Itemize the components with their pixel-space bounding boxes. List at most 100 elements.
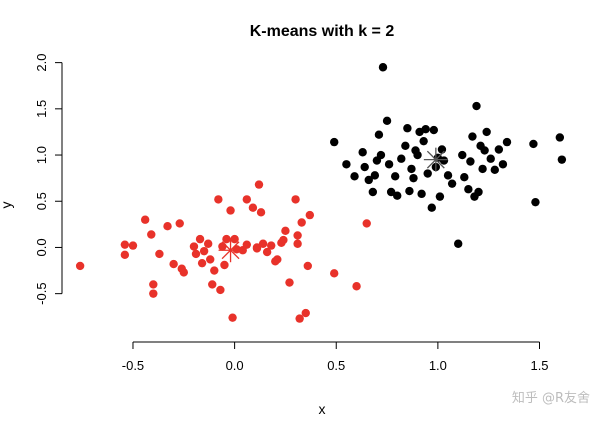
- black-cluster-point: [439, 156, 449, 165]
- black-cluster-point: [482, 127, 491, 137]
- red-cluster-point: [362, 219, 371, 228]
- black-cluster-point: [407, 164, 416, 174]
- black-cluster-point: [454, 239, 463, 248]
- x-tick-label: 0.5: [327, 358, 345, 373]
- black-cluster-point: [376, 150, 386, 160]
- black-cluster-point: [397, 154, 406, 163]
- black-cluster-point: [478, 164, 487, 174]
- red-cluster-point: [163, 221, 172, 231]
- red-cluster-point: [199, 246, 209, 256]
- red-cluster-point: [242, 240, 252, 249]
- x-tick-label: 1.5: [530, 358, 548, 373]
- red-cluster-point: [291, 195, 300, 204]
- data-points: [75, 63, 567, 323]
- black-cluster-point: [413, 150, 422, 160]
- black-cluster-point: [364, 175, 373, 185]
- black-cluster-point: [421, 124, 430, 134]
- red-cluster-point: [75, 261, 85, 271]
- red-cluster-point: [295, 314, 304, 323]
- x-axis-label: x: [319, 401, 326, 417]
- red-cluster-point: [273, 255, 282, 264]
- black-cluster-point: [405, 186, 414, 196]
- black-cluster-point: [370, 171, 380, 180]
- red-cluster-point: [203, 239, 213, 248]
- y-tick-label: 0.5: [34, 192, 49, 210]
- black-cluster-point: [417, 189, 426, 199]
- black-cluster-point: [480, 146, 489, 155]
- black-cluster-point: [531, 197, 540, 207]
- black-cluster-point: [386, 187, 396, 197]
- red-cluster-point: [293, 231, 302, 240]
- black-cluster-point: [368, 187, 378, 197]
- black-cluster-point: [466, 157, 475, 166]
- red-cluster-point: [140, 215, 150, 224]
- black-cluster-point: [360, 162, 369, 172]
- black-cluster-point: [443, 171, 453, 180]
- black-cluster-point: [557, 155, 567, 164]
- x-tick-label: -0.5: [122, 358, 144, 373]
- red-cluster-point: [279, 235, 288, 245]
- red-cluster-point: [210, 266, 219, 275]
- black-cluster-point: [342, 160, 351, 169]
- black-cluster-point: [494, 145, 504, 154]
- red-cluster-point: [256, 208, 266, 217]
- red-cluster-point: [169, 259, 178, 269]
- black-cluster-point: [437, 145, 447, 154]
- red-cluster-point: [189, 242, 199, 251]
- red-cluster-point: [206, 255, 215, 264]
- black-cluster-center: [423, 147, 448, 172]
- red-cluster-point: [197, 258, 207, 268]
- black-cluster-point: [409, 173, 418, 183]
- black-cluster-point: [350, 172, 359, 181]
- watermark: 知乎 @R友舍: [512, 390, 590, 406]
- red-cluster-point: [175, 219, 184, 228]
- red-cluster-point: [248, 203, 258, 212]
- red-cluster-point: [305, 210, 315, 220]
- black-cluster-point: [458, 150, 467, 160]
- black-cluster-point: [502, 137, 512, 147]
- red-cluster-point: [352, 282, 361, 291]
- black-cluster-point: [330, 137, 339, 147]
- red-cluster-point: [242, 195, 252, 204]
- red-cluster-point: [128, 241, 138, 250]
- red-cluster-point: [218, 242, 227, 251]
- red-cluster-point: [303, 261, 312, 271]
- black-cluster-point: [474, 187, 483, 197]
- x-tick-label: 0.0: [226, 358, 244, 373]
- red-cluster-point: [149, 289, 158, 298]
- y-tick-label: 1.5: [34, 100, 49, 118]
- y-axis-label: y: [0, 202, 14, 209]
- y-axis-ticks: -0.5 0.0 0.5 1.0 1.5 2.0: [34, 54, 62, 305]
- red-cluster-point: [155, 249, 164, 259]
- red-cluster-point: [301, 308, 310, 318]
- red-cluster-center: [218, 238, 243, 263]
- red-cluster-point: [120, 250, 130, 260]
- black-cluster-point: [464, 185, 473, 194]
- red-cluster-point: [258, 239, 268, 248]
- black-cluster-point: [490, 165, 499, 175]
- y-tick-label: 0.0: [34, 238, 49, 256]
- x-tick-label: 1.0: [429, 358, 447, 373]
- black-cluster-point: [529, 139, 538, 149]
- chart-title: K-means with k = 2: [250, 23, 395, 40]
- red-cluster-point: [191, 249, 201, 259]
- red-cluster-point: [285, 278, 294, 287]
- black-cluster-point: [435, 192, 445, 201]
- red-cluster-point: [120, 240, 130, 249]
- red-cluster-point: [222, 234, 231, 244]
- red-cluster-point: [297, 218, 306, 227]
- black-cluster-point: [427, 203, 436, 212]
- black-cluster-point: [460, 173, 469, 182]
- black-cluster-point: [382, 116, 392, 126]
- y-tick-label: 2.0: [34, 54, 49, 72]
- black-cluster-point: [555, 133, 565, 142]
- black-cluster-point: [374, 130, 384, 139]
- red-cluster-point: [228, 313, 237, 322]
- black-cluster-point: [419, 136, 428, 146]
- black-cluster-point: [358, 148, 367, 157]
- black-cluster-point: [384, 160, 394, 169]
- red-cluster-point: [220, 260, 229, 270]
- red-cluster-point: [262, 247, 272, 257]
- red-cluster-point: [293, 239, 302, 248]
